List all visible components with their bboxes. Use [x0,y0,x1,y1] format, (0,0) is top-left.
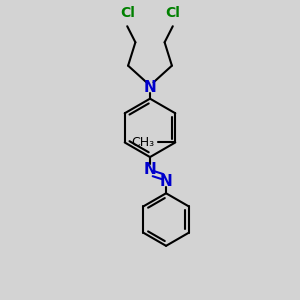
Text: Cl: Cl [165,6,180,20]
Text: Cl: Cl [120,6,135,20]
Text: N: N [144,162,156,177]
Text: N: N [160,173,172,188]
Text: N: N [144,80,156,95]
Text: CH₃: CH₃ [132,136,155,149]
